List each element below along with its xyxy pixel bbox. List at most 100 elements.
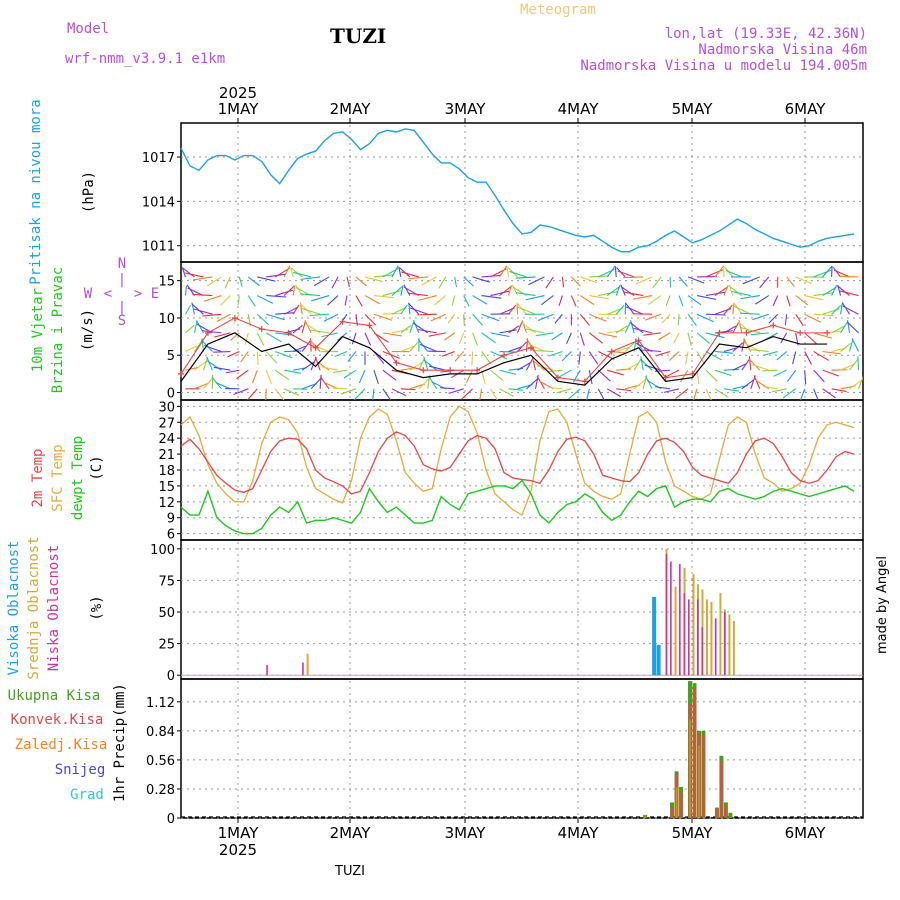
y-tick-label: 12 xyxy=(158,496,175,511)
wind-arrow xyxy=(795,313,804,327)
cloud-high-axis-title: Visoka Oblacnost xyxy=(6,541,22,676)
wind-arrow xyxy=(822,265,833,278)
wind-gust-marker xyxy=(824,329,831,336)
wind-arrow xyxy=(837,285,850,296)
wind-arrow xyxy=(373,295,394,299)
wind-arrow xyxy=(813,269,832,278)
wind-arrow xyxy=(705,313,726,316)
cloud-mid-bar xyxy=(719,593,722,676)
wind-arrow xyxy=(841,302,851,315)
wind-gust-marker xyxy=(285,329,292,336)
wind-arrow xyxy=(265,332,282,343)
wind-gust-marker xyxy=(770,322,777,329)
wind-arrow xyxy=(578,351,581,365)
wind-arrow xyxy=(640,356,644,371)
wind-arrow xyxy=(732,303,735,315)
wind-gust-marker xyxy=(743,329,750,336)
wind-gust-marker xyxy=(501,352,508,359)
wind-arrow xyxy=(355,295,363,307)
wind-arrow xyxy=(225,369,240,374)
wind-arrow xyxy=(776,351,788,361)
wind-arrow xyxy=(444,332,456,341)
wind-arrow xyxy=(490,290,510,297)
wind-arrow xyxy=(292,345,306,353)
wind-arrow xyxy=(214,332,231,338)
cloud-mid-bar xyxy=(732,620,735,676)
wind-arrow xyxy=(558,369,572,378)
wind-arrow xyxy=(283,265,291,278)
wind-arrow xyxy=(400,304,408,315)
wind-arrow xyxy=(417,328,437,334)
wind-arrow xyxy=(786,276,795,287)
wind-arrow xyxy=(355,276,367,287)
wind-arrow xyxy=(421,276,438,286)
precip-axis-title: 1hr Precip xyxy=(112,718,128,802)
wind-arrow xyxy=(194,382,210,390)
wind-gust-marker xyxy=(447,367,454,374)
wind-arrow xyxy=(614,266,617,277)
y-tick-label: 27 xyxy=(158,416,175,431)
wind-arrow xyxy=(203,344,222,353)
model-label: Model xyxy=(67,21,109,37)
wind-arrow xyxy=(463,276,474,287)
wind-unit-label: (m/s) xyxy=(80,309,96,351)
wind-arrow xyxy=(290,266,294,278)
wind-arrow xyxy=(568,388,581,400)
wind-arrow xyxy=(566,332,572,344)
wind-arrow xyxy=(838,275,859,278)
cloud-mid-bar xyxy=(728,614,731,676)
wind-arrow xyxy=(186,284,195,296)
wind-arrow xyxy=(728,285,743,297)
wind-arrow xyxy=(382,332,402,337)
wind-arrow xyxy=(274,388,285,400)
wind-arrow xyxy=(813,292,834,297)
wind-gust-marker xyxy=(689,370,696,377)
compass-e-label: E xyxy=(151,286,159,302)
wind-arrow xyxy=(580,276,598,284)
day-label-top: 4MAY xyxy=(558,100,600,118)
wind-arrow xyxy=(206,356,213,371)
wind-arrow xyxy=(551,332,563,341)
wind-arrow xyxy=(644,364,662,371)
wind-arrow xyxy=(292,304,300,315)
wind-arrow xyxy=(741,327,760,334)
precip-conv-bar xyxy=(702,735,705,818)
wind-arrow xyxy=(315,359,330,371)
wind-arrow xyxy=(750,348,769,353)
wind-arrow xyxy=(772,295,779,307)
wind-arrow xyxy=(463,295,470,307)
wind-arrow xyxy=(182,267,195,278)
wind-arrow xyxy=(275,332,295,336)
wind-arrow xyxy=(795,276,812,285)
y-tick-label: 0.56 xyxy=(146,754,175,769)
wind-arrow xyxy=(461,388,474,400)
precip-frz-bar xyxy=(698,745,700,818)
wind-gust-marker xyxy=(231,314,238,321)
wind-arrow xyxy=(283,285,295,296)
wind-arrow xyxy=(652,276,662,289)
wind-arrow xyxy=(454,276,458,288)
wind-arrow xyxy=(227,351,240,358)
wind-arrow xyxy=(738,320,743,333)
wind-arrow xyxy=(364,332,372,346)
wind-arrow xyxy=(831,388,847,393)
wind-arrow xyxy=(738,321,752,334)
wind-arrow xyxy=(334,351,348,358)
wind-gust-marker xyxy=(339,318,346,325)
day-label-bottom: 1MAY xyxy=(218,824,260,842)
precip-conv-bar xyxy=(720,760,723,818)
wind-arrow xyxy=(535,350,554,353)
wind-arrow xyxy=(372,388,375,400)
wind-arrow xyxy=(193,308,213,315)
compass-s-label: S xyxy=(118,313,126,329)
precip-total-bar xyxy=(728,812,733,818)
wind-arrow xyxy=(742,276,761,285)
wind-arrow xyxy=(589,313,607,322)
y-tick-label: 21 xyxy=(158,448,175,463)
wind-arrow xyxy=(391,306,407,315)
wind-arrow xyxy=(391,265,399,278)
wind-arrow xyxy=(481,370,486,385)
wind-arrow xyxy=(645,375,653,390)
y-tick-label: 0 xyxy=(167,387,175,402)
wind-arrow xyxy=(615,285,621,296)
